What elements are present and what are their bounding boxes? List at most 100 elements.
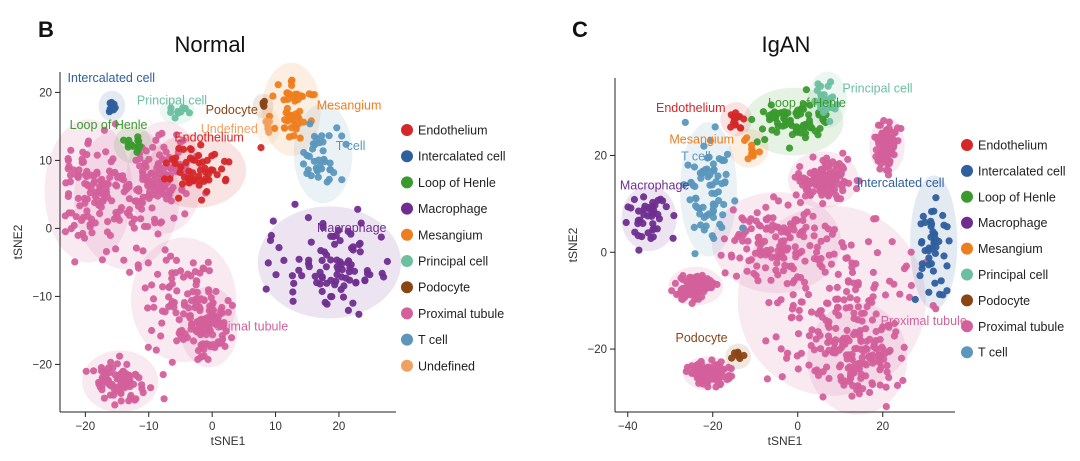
point-macrophage	[311, 272, 319, 280]
point-mesangium	[287, 77, 295, 85]
point-mesangium	[755, 148, 764, 156]
point-proximal-tubule	[125, 374, 133, 382]
point-proximal-tubule	[186, 314, 194, 322]
point-proximal-tubule	[708, 375, 716, 383]
point-macrophage	[327, 256, 335, 264]
point-proximal-tubule	[890, 332, 899, 340]
point-proximal-tubule	[797, 274, 805, 282]
point-macrophage	[305, 256, 313, 264]
point-proximal-tubule	[886, 136, 894, 144]
point-proximal-tubule	[106, 391, 114, 399]
point-intercalated-cell	[929, 267, 938, 275]
point-mesangium	[285, 90, 294, 98]
point-endothelium	[225, 158, 233, 166]
cluster-annotation-podocyte: Podocyte	[676, 331, 728, 345]
x-axis-label: tSNE1	[768, 434, 803, 448]
point-proximal-tubule	[854, 303, 863, 311]
point-macrophage	[323, 300, 331, 308]
point-t-cell	[314, 173, 322, 181]
point-proximal-tubule	[93, 169, 101, 178]
point-proximal-tubule	[118, 175, 126, 183]
point-proximal-tubule	[857, 337, 865, 346]
legend-label: Podocyte	[978, 294, 1030, 308]
point-intercalated-cell	[911, 295, 919, 304]
point-proximal-tubule	[756, 222, 764, 230]
point-proximal-tubule	[84, 137, 93, 145]
point-t-cell	[703, 165, 711, 173]
point-macrophage	[339, 293, 348, 301]
point-proximal-tubule	[818, 313, 826, 321]
point-proximal-tubule	[102, 248, 110, 256]
point-endothelium	[203, 156, 211, 164]
point-mesangium	[281, 116, 289, 124]
point-loop-of-henle	[786, 116, 795, 124]
point-proximal-tubule	[825, 284, 834, 292]
point-proximal-tubule	[699, 380, 707, 388]
point-intercalated-cell	[919, 212, 927, 220]
point-proximal-tubule	[145, 155, 153, 163]
point-proximal-tubule	[834, 295, 842, 303]
point-t-cell	[739, 224, 747, 232]
point-t-cell	[300, 148, 308, 157]
point-proximal-tubule	[673, 290, 681, 299]
point-macrophage	[323, 279, 331, 287]
point-proximal-tubule	[155, 131, 163, 139]
point-proximal-tubule	[792, 253, 800, 261]
point-proximal-tubule	[704, 370, 712, 378]
point-endothelium	[184, 174, 192, 182]
point-proximal-tubule	[157, 332, 165, 340]
legend-label: Mesangium	[978, 242, 1043, 256]
point-proximal-tubule	[83, 173, 91, 181]
point-proximal-tubule	[183, 334, 191, 342]
point-proximal-tubule	[212, 287, 220, 296]
point-macrophage	[356, 248, 364, 256]
point-proximal-tubule	[762, 225, 770, 233]
point-loop-of-henle	[779, 122, 787, 130]
point-proximal-tubule	[848, 392, 856, 400]
point-proximal-tubule	[831, 346, 839, 354]
point-t-cell	[338, 176, 346, 184]
point-proximal-tubule	[728, 253, 736, 261]
point-proximal-tubule	[862, 325, 870, 333]
point-proximal-tubule	[697, 360, 706, 368]
point-proximal-tubule	[862, 344, 870, 352]
point-loop-of-henle	[120, 136, 128, 144]
point-t-cell	[319, 147, 327, 155]
point-proximal-tubule	[832, 336, 840, 344]
point-proximal-tubule	[104, 218, 112, 226]
legend-label: Endothelium	[418, 124, 488, 138]
point-proximal-tubule	[109, 155, 117, 163]
point-proximal-tubule	[886, 346, 894, 354]
point-endothelium	[189, 169, 197, 177]
point-proximal-tubule	[839, 149, 847, 157]
point-proximal-tubule	[774, 197, 783, 205]
point-mesangium	[741, 136, 749, 144]
point-proximal-tubule	[846, 303, 854, 311]
point-proximal-tubule	[79, 158, 88, 166]
point-proximal-tubule	[133, 197, 141, 205]
point-mesangium	[294, 95, 302, 104]
x-tick-label: −10	[139, 421, 159, 433]
point-macrophage	[298, 272, 306, 280]
point-proximal-tubule	[804, 291, 813, 299]
point-proximal-tubule	[862, 361, 870, 369]
point-proximal-tubule	[130, 215, 138, 223]
point-loop-of-henle	[814, 131, 822, 139]
point-proximal-tubule	[65, 209, 73, 217]
point-proximal-tubule	[161, 246, 169, 254]
point-proximal-tubule	[78, 216, 86, 224]
point-intercalated-cell	[943, 287, 951, 295]
point-macrophage	[361, 276, 369, 284]
point-proximal-tubule	[206, 318, 214, 326]
point-proximal-tubule	[882, 403, 890, 411]
legend-label: Mesangium	[418, 228, 483, 242]
point-proximal-tubule	[144, 259, 152, 267]
point-proximal-tubule	[96, 383, 104, 391]
point-endothelium	[257, 144, 265, 152]
point-proximal-tubule	[873, 249, 882, 257]
point-proximal-tubule	[146, 181, 154, 189]
point-intercalated-cell	[925, 261, 933, 269]
point-proximal-tubule	[739, 237, 747, 245]
point-proximal-tubule	[762, 337, 770, 345]
point-proximal-tubule	[799, 227, 807, 235]
